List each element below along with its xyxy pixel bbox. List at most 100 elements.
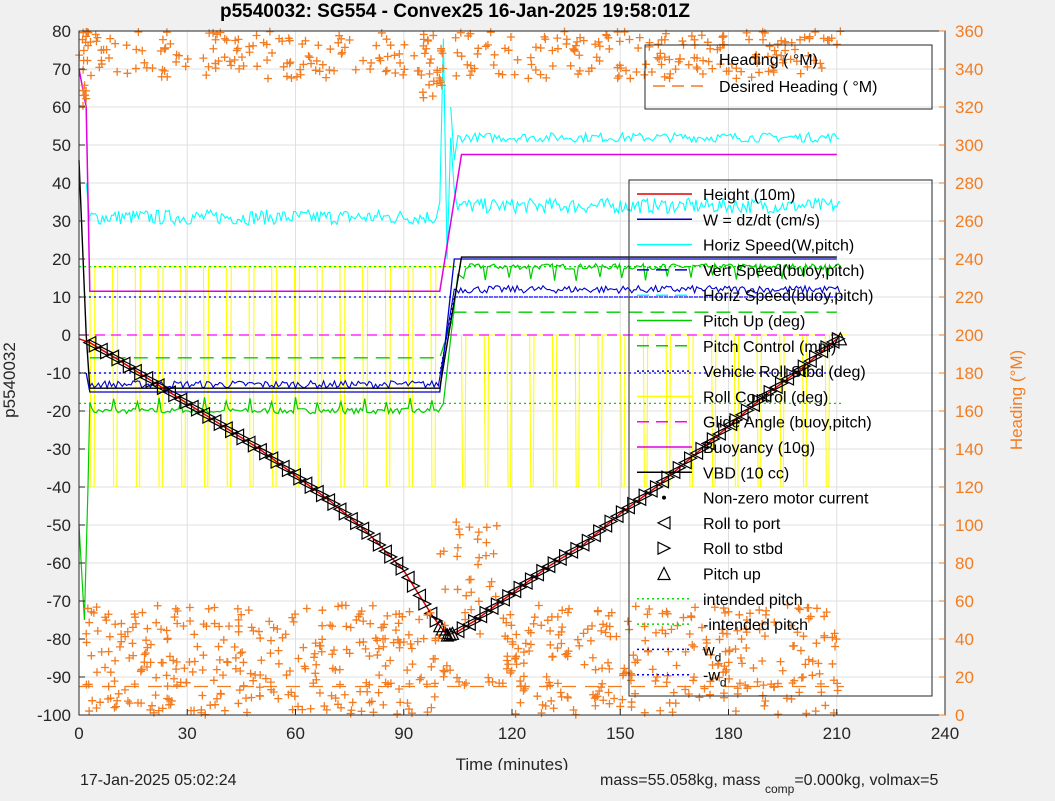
y-tick-label: -30	[46, 440, 71, 459]
y-tick-label: -90	[46, 668, 71, 687]
heading-marker	[759, 681, 768, 690]
heading-marker	[441, 585, 450, 594]
heading-marker	[653, 53, 662, 62]
heading-marker	[718, 629, 727, 638]
heading-marker	[761, 697, 770, 706]
heading-marker	[516, 677, 525, 686]
heading-marker	[186, 617, 195, 625]
roll-stbd-marker	[706, 431, 721, 446]
heading-marker	[202, 71, 211, 80]
heading-marker	[804, 603, 813, 612]
heading-marker	[162, 626, 171, 635]
heading-marker	[275, 34, 284, 43]
roll-stbd-marker	[809, 349, 823, 364]
heading-marker	[123, 69, 132, 78]
heading-marker	[805, 32, 814, 41]
heading-marker	[81, 38, 90, 47]
heading-marker	[338, 48, 347, 57]
heading-marker	[390, 51, 399, 60]
heading-marker	[715, 635, 724, 644]
axes: 0 30 60 90 120 150 180 210 24080706050403020100-…	[37, 22, 983, 743]
heading-marker	[623, 617, 632, 626]
heading-marker	[328, 622, 337, 631]
heading-marker	[393, 709, 402, 718]
heading-marker	[742, 615, 751, 624]
heading-marker	[134, 698, 143, 707]
heading-marker	[407, 709, 416, 718]
roll-stbd-marker	[395, 561, 410, 576]
heading-marker	[742, 643, 751, 652]
heading-marker	[199, 651, 208, 660]
heading-marker	[553, 34, 562, 43]
heading-marker	[594, 37, 603, 46]
heading-marker	[553, 679, 562, 688]
y-tick-label: 60	[52, 98, 71, 117]
heading-marker	[130, 610, 139, 619]
footer-mass-sub: comp	[764, 782, 795, 796]
heading-marker	[697, 31, 706, 40]
heading-marker	[499, 614, 508, 623]
heading-marker	[237, 53, 246, 62]
heading-marker	[131, 64, 140, 73]
heading-marker	[89, 608, 98, 617]
heading-marker	[214, 57, 223, 66]
heading-marker	[473, 49, 482, 58]
heading-marker	[543, 616, 552, 625]
heading-marker	[345, 35, 354, 44]
heading-marker	[625, 35, 634, 44]
heading-marker	[106, 668, 115, 677]
heading-marker	[312, 660, 321, 669]
heading-marker	[534, 601, 543, 610]
heading-marker	[117, 637, 126, 646]
heading-marker	[627, 703, 636, 712]
heading-marker	[123, 697, 132, 706]
heading-marker	[235, 64, 244, 73]
heading-marker	[817, 63, 826, 72]
heading-marker	[538, 700, 547, 709]
heading-marker	[140, 58, 149, 67]
heading-marker	[537, 621, 546, 630]
heading-marker	[671, 65, 680, 74]
roll-stbd-marker	[558, 548, 573, 563]
heading-marker	[764, 67, 773, 76]
heading-marker	[593, 607, 602, 616]
heading-marker	[237, 610, 246, 619]
heading-marker	[494, 69, 503, 78]
heading-marker	[326, 45, 335, 54]
roll-stbd-marker	[786, 367, 801, 382]
heading-marker	[255, 683, 264, 692]
heading-marker	[287, 688, 296, 697]
heading-marker	[795, 688, 804, 697]
heading-marker	[549, 704, 558, 713]
roll-stbd-marker	[315, 488, 330, 503]
heading-marker	[305, 53, 314, 62]
heading-marker	[588, 653, 597, 662]
roll-stbd-marker	[536, 563, 551, 578]
heading-marker	[438, 49, 447, 58]
heading-marker	[281, 630, 290, 639]
heading-marker	[311, 669, 320, 678]
roll-stbd-marker	[581, 533, 596, 548]
pitch-up-line	[78, 262, 841, 621]
heading-marker	[490, 50, 499, 59]
heading-marker	[346, 623, 355, 632]
heading-marker	[467, 605, 476, 614]
heading-marker	[217, 690, 226, 699]
heading-marker	[79, 46, 88, 55]
heading-marker	[620, 664, 629, 673]
heading-marker	[569, 706, 578, 715]
heading-marker	[804, 614, 813, 623]
heading-marker	[274, 646, 283, 655]
heading-marker	[804, 51, 813, 60]
legend-entry: Pitch up	[657, 566, 761, 584]
horiz-speed-buoy-line	[450, 106, 840, 161]
heading-marker	[134, 27, 143, 36]
roll-stbd-marker	[122, 359, 137, 374]
heading-marker	[158, 658, 167, 667]
heading-marker	[253, 62, 262, 71]
series-layer	[75, 27, 848, 719]
heading-marker	[242, 694, 251, 703]
heading-marker	[546, 640, 555, 649]
heading-marker	[106, 694, 115, 703]
heading-marker	[794, 604, 803, 613]
